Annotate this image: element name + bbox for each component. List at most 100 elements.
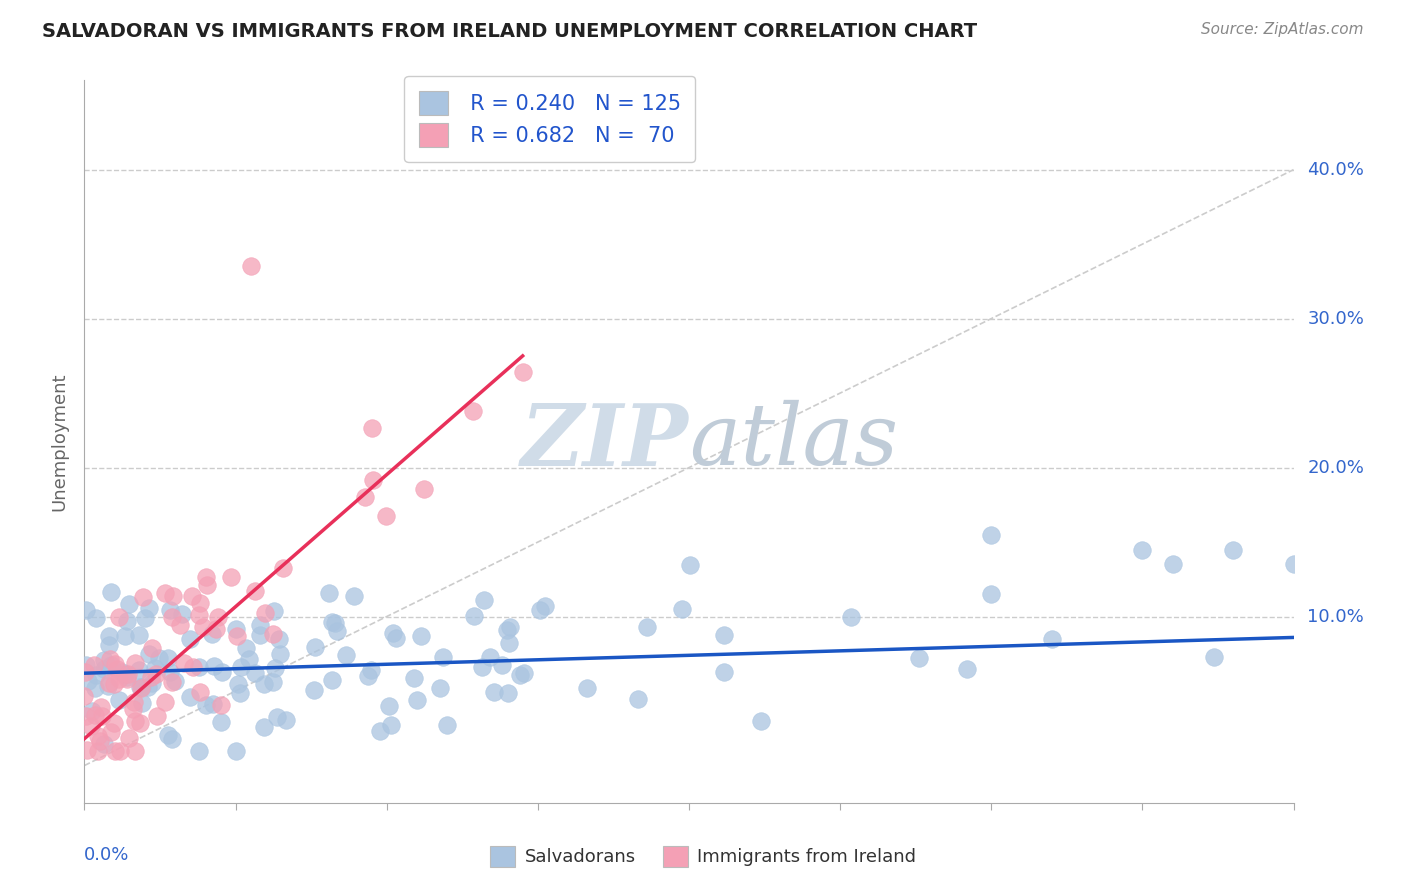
Point [77,674,100,689]
Point [1222,542,1244,557]
Point [108,693,131,707]
Point [103,677,125,691]
Point [429,681,451,695]
Point [321,673,343,688]
Point [111,665,134,679]
Point [187,608,209,623]
Point [513,666,536,681]
Legend: Salvadorans, Immigrants from Ireland: Salvadorans, Immigrants from Ireland [482,838,924,874]
Point [97,680,120,694]
Point [129,680,152,694]
Point [679,558,702,573]
Point [385,631,408,645]
Point [274,713,297,727]
Point [134,610,156,624]
Point [83,657,105,672]
Point [226,676,249,690]
Point [713,665,735,679]
Point [169,617,191,632]
Text: 0.0%: 0.0% [84,847,129,864]
Point [980,527,1002,541]
Point [131,696,153,710]
Point [304,640,326,654]
Point [160,732,183,747]
Point [132,590,155,604]
Point [159,665,181,679]
Point [405,692,427,706]
Point [117,614,139,628]
Point [360,421,382,435]
Point [181,659,204,673]
Point [117,666,139,681]
Point [375,509,398,524]
Point [188,596,211,610]
Point [271,561,294,575]
Point [104,744,127,758]
Point [1282,558,1305,572]
Point [124,695,146,709]
Point [114,666,136,681]
Point [202,658,225,673]
Point [262,674,284,689]
Point [98,652,121,666]
Point [381,626,404,640]
Point [75,603,97,617]
Point [839,610,862,624]
Point [413,483,436,497]
Point [108,610,131,624]
Point [243,584,266,599]
Point [138,647,160,661]
Point [108,672,131,686]
Point [117,672,139,686]
Point [496,686,519,700]
Point [103,715,125,730]
Point [143,661,166,675]
Point [100,585,122,599]
Point [354,490,377,504]
Point [1202,649,1225,664]
Point [463,403,485,417]
Text: Source: ZipAtlas.com: Source: ZipAtlas.com [1201,22,1364,37]
Point [128,628,150,642]
Point [201,698,224,712]
Point [80,719,103,733]
Point [471,660,494,674]
Point [343,589,366,603]
Point [404,671,426,685]
Point [238,652,260,666]
Point [908,650,931,665]
Point [170,607,193,622]
Point [86,729,108,743]
Point [105,662,128,676]
Point [226,629,249,643]
Point [323,616,346,631]
Point [432,650,454,665]
Text: ZIP: ZIP [522,400,689,483]
Point [463,609,485,624]
Point [955,661,977,675]
Point [159,603,181,617]
Point [84,611,107,625]
Point [179,632,201,646]
Point [153,695,176,709]
Point [90,700,112,714]
Point [118,731,141,746]
Point [100,658,122,673]
Point [163,673,186,688]
Point [239,260,262,274]
Text: 40.0%: 40.0% [1308,161,1364,178]
Point [179,690,201,704]
Point [263,604,285,618]
Point [124,656,146,670]
Point [378,699,401,714]
Text: 10.0%: 10.0% [1308,607,1364,625]
Point [318,586,340,600]
Point [124,714,146,728]
Point [118,597,141,611]
Point [499,620,522,634]
Point [249,618,271,632]
Point [357,669,380,683]
Point [1040,632,1063,646]
Point [104,657,127,671]
Point [173,656,195,670]
